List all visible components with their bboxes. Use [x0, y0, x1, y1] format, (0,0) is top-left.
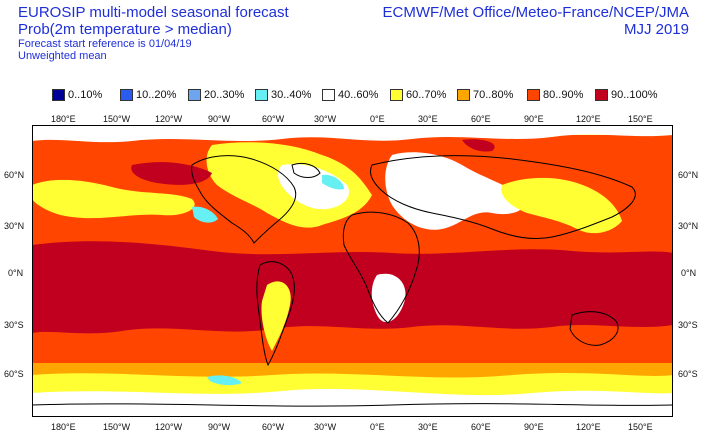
coastlines: [32, 155, 673, 407]
lat-tick-right: 60°S: [678, 369, 698, 379]
header-left: EUROSIP multi-model seasonal forecast Pr…: [18, 4, 289, 62]
lon-tick-bottom: 60°W: [262, 422, 285, 432]
title-line-1: EUROSIP multi-model seasonal forecast: [18, 4, 289, 21]
lon-tick-bottom: 180°E: [51, 422, 76, 432]
coastline-africa: [342, 211, 420, 324]
legend-swatch: [255, 89, 268, 101]
coastline-antarctica: [32, 403, 673, 407]
map-frame: [32, 125, 673, 417]
coastline-greenland: [291, 162, 321, 178]
lat-tick-right: 30°N: [678, 221, 699, 231]
prob-region: [261, 281, 291, 351]
legend-item: 30..40%: [255, 88, 311, 102]
legend-swatch: [188, 89, 201, 101]
prob-region: [192, 206, 218, 223]
legend-label: 60..70%: [406, 89, 447, 101]
lon-tick-top: 120°W: [155, 114, 183, 124]
legend-label: 30..40%: [271, 89, 312, 101]
period-label: MJJ 2019: [623, 21, 689, 38]
centres-label: ECMWF/Met Office/Meteo-France/NCEP/JMA: [382, 4, 689, 21]
lon-tick-top: 90°E: [524, 114, 544, 124]
prob-region: [371, 273, 406, 323]
lat-tick-right: 60°N: [678, 170, 699, 180]
weighting-note: Unweighted mean: [18, 50, 107, 62]
lon-tick-bottom: 150°E: [628, 422, 653, 432]
lon-tick-bottom: 120°W: [155, 422, 183, 432]
prob-region: [207, 375, 242, 386]
header-right: ECMWF/Met Office/Meteo-France/NCEP/JMA M…: [383, 4, 689, 38]
legend-swatch: [322, 89, 335, 101]
prob-region: [32, 125, 673, 143]
lon-tick-top: 30°E: [418, 114, 438, 124]
lon-tick-top: 0°E: [370, 114, 385, 124]
coastline-australia: [569, 311, 619, 346]
lon-tick-top: 60°E: [471, 114, 491, 124]
legend-swatch: [527, 89, 540, 101]
lon-tick-bottom: 90°E: [524, 422, 544, 432]
lat-tick-right: 0°N: [681, 268, 697, 278]
lon-tick-top: 30°W: [314, 114, 337, 124]
prob-region: [32, 241, 673, 334]
lat-tick-left: 30°N: [4, 221, 25, 231]
legend-label: 80..90%: [543, 89, 584, 101]
legend-item: 20..30%: [188, 88, 244, 102]
legend-label: 20..30%: [204, 89, 245, 101]
lon-tick-top: 120°E: [576, 114, 601, 124]
lon-tick-top: 90°W: [208, 114, 231, 124]
lon-tick-bottom: 90°W: [208, 422, 231, 432]
lon-tick-bottom: 30°W: [314, 422, 337, 432]
lon-tick-bottom: 120°E: [576, 422, 601, 432]
legend-item: 40..60%: [322, 88, 378, 102]
lon-tick-bottom: 30°E: [418, 422, 438, 432]
title-line-2: Prob(2m temperature > median): [18, 21, 232, 38]
legend-item: 70..80%: [457, 88, 513, 102]
legend-item: 60..70%: [390, 88, 446, 102]
lon-tick-bottom: 150°W: [103, 422, 131, 432]
lon-tick-top: 60°W: [262, 114, 285, 124]
lat-tick-right: 30°S: [678, 320, 698, 330]
legend-label: 10..20%: [136, 89, 177, 101]
coastline-eurasia: [369, 155, 636, 240]
lat-tick-left: 30°S: [4, 320, 24, 330]
forecast-start-reference: Forecast start reference is 01/04/19: [18, 38, 192, 50]
legend-label: 70..80%: [473, 89, 514, 101]
legend-swatch: [457, 89, 470, 101]
prob-region: [32, 388, 673, 417]
coastline-north-america: [191, 155, 297, 244]
lat-tick-left: 60°S: [4, 369, 24, 379]
lon-tick-top: 150°E: [628, 114, 653, 124]
legend-item: 90..100%: [595, 88, 657, 102]
lat-tick-left: 60°N: [4, 170, 25, 180]
legend-item: 0..10%: [52, 88, 102, 102]
lon-tick-bottom: 0°E: [370, 422, 385, 432]
prob-region: [462, 139, 495, 152]
coastline-south-america: [256, 261, 295, 367]
legend-swatch: [390, 89, 403, 101]
legend-swatch: [120, 89, 133, 101]
lat-tick-left: 0°N: [8, 268, 24, 278]
legend-label: 90..100%: [611, 89, 658, 101]
legend-item: 10..20%: [120, 88, 176, 102]
legend-swatch: [595, 89, 608, 101]
legend-label: 0..10%: [68, 89, 103, 101]
prob-region: [32, 179, 195, 219]
legend-swatch: [52, 89, 65, 101]
prob-region: [322, 174, 344, 190]
lon-tick-top: 150°W: [103, 114, 131, 124]
legend-item: 80..90%: [527, 88, 583, 102]
legend-label: 40..60%: [338, 89, 379, 101]
lon-tick-bottom: 60°E: [471, 422, 491, 432]
lon-tick-top: 180°E: [51, 114, 76, 124]
prob-region: [501, 177, 622, 234]
probability-map: [32, 125, 673, 417]
